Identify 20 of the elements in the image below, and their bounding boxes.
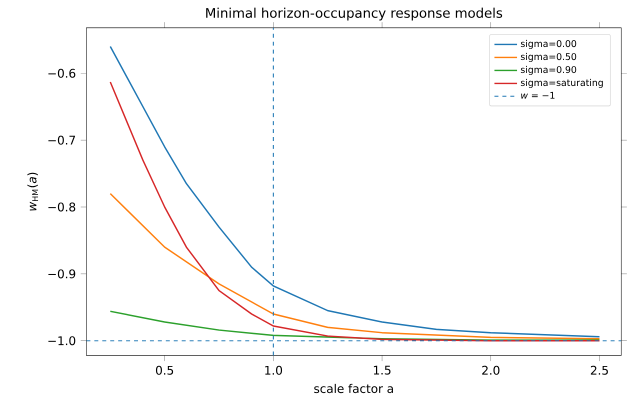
legend-label: sigma=0.00 xyxy=(520,40,576,49)
y-tick-label: −1.0 xyxy=(48,336,76,346)
x-tick-label: 2.0 xyxy=(482,366,500,375)
line-series xyxy=(110,192,600,340)
legend-label: sigma=0.50 xyxy=(520,52,576,62)
x-axis-title: scale factor a xyxy=(314,384,393,394)
y-tick-label: −0.9 xyxy=(48,269,76,278)
y-tick-label: −0.8 xyxy=(48,202,76,212)
chart-title: Minimal horizon-occupancy response models xyxy=(206,8,502,20)
x-tick-label: 0.5 xyxy=(156,366,174,375)
line-series xyxy=(110,310,600,341)
legend-label: sigma=0.90 xyxy=(520,66,576,75)
x-tick-label: 2.5 xyxy=(590,366,608,375)
y-axis-title: w$_{HM}$(a) xyxy=(27,172,38,210)
x-tick-label: 1.0 xyxy=(265,366,282,375)
legend-label: w = −1 xyxy=(521,92,554,99)
legend-label: sigma=saturating xyxy=(520,78,603,88)
x-tick-label: 1.5 xyxy=(374,366,390,375)
y-tick-label: −0.7 xyxy=(48,136,76,145)
y-tick-label: −0.6 xyxy=(48,68,76,78)
